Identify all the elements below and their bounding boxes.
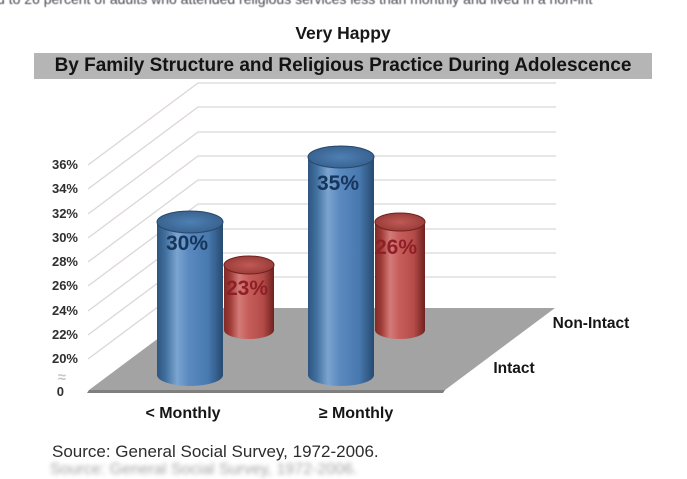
series-labels: Non-Intact Intact — [493, 315, 629, 377]
y-axis-ticks: 36% 34% 32% 30% 28% 26% 24% 22% 20% ≈ 0 — [52, 157, 78, 399]
chart-subtitle: By Family Structure and Religious Practi… — [54, 55, 632, 76]
cylinder-body — [375, 222, 425, 339]
gridline — [87, 82, 556, 166]
data-label-intact-ge: 35% — [317, 172, 359, 195]
y-tick: 26% — [52, 278, 78, 293]
y-tick: 20% — [52, 351, 78, 366]
data-label-intact-lt: 30% — [166, 232, 208, 255]
y-tick: 34% — [52, 181, 78, 196]
chart-title: Very Happy — [295, 23, 391, 43]
x-axis-labels: < Monthly ≥ Monthly — [145, 405, 393, 422]
bar-intact-lt-monthly — [156, 210, 224, 386]
bar-intact-ge-monthly — [307, 145, 375, 386]
series-label-non-intact: Non-Intact — [553, 315, 630, 332]
data-label-non-intact-ge: 26% — [375, 236, 417, 259]
series-label-intact: Intact — [493, 360, 534, 377]
gridline — [87, 106, 556, 190]
cylinder-body — [308, 157, 374, 386]
cylinder-body — [224, 265, 274, 339]
data-labels: 30% 23% 35% 26% — [166, 172, 417, 300]
category-label-ge-monthly: ≥ Monthly — [319, 405, 394, 422]
cylinder-top — [374, 212, 426, 232]
gridline — [87, 131, 556, 215]
bar-non-intact-lt-monthly — [223, 255, 275, 339]
gridline — [87, 155, 556, 239]
cylinder-body — [157, 222, 223, 386]
bar-non-intact-ge-monthly — [374, 212, 426, 339]
gridline — [87, 203, 556, 287]
cylinder-top — [156, 210, 224, 234]
bottom-ghost-text: Source: General Social Survey, 1972-2006… — [50, 461, 358, 478]
cylinder-top — [307, 145, 375, 169]
y-tick: 28% — [52, 254, 78, 269]
floor-front-edge — [87, 390, 445, 393]
y-tick: 36% — [52, 157, 78, 172]
y-tick: 24% — [52, 303, 78, 318]
y-tick-zero: 0 — [57, 384, 64, 399]
y-tick: 22% — [52, 327, 78, 342]
top-truncated-text: d to 26 percent of adults who attended r… — [0, 0, 687, 7]
y-tick: 30% — [52, 230, 78, 245]
axis-break-symbol: ≈ — [58, 369, 66, 386]
data-label-non-intact-lt: 23% — [226, 277, 268, 300]
cylinder-top — [223, 255, 275, 275]
chart-subtitle-band: By Family Structure and Religious Practi… — [34, 53, 652, 79]
category-label-lt-monthly: < Monthly — [145, 405, 220, 422]
gridline — [87, 179, 556, 263]
source-citation: Source: General Social Survey, 1972-2006… — [52, 442, 379, 461]
y-tick: 32% — [52, 206, 78, 221]
